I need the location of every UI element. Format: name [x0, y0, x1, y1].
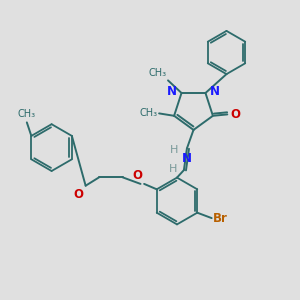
Text: N: N	[182, 152, 192, 165]
Text: O: O	[230, 108, 240, 121]
Text: CH₃: CH₃	[148, 68, 166, 78]
Text: N: N	[210, 85, 220, 98]
Text: CH₃: CH₃	[18, 110, 36, 119]
Text: O: O	[74, 188, 84, 200]
Text: O: O	[133, 169, 142, 182]
Text: Br: Br	[213, 212, 228, 225]
Text: N: N	[167, 85, 177, 98]
Text: CH₃: CH₃	[139, 108, 157, 118]
Text: H: H	[170, 145, 178, 155]
Text: H: H	[169, 164, 177, 174]
